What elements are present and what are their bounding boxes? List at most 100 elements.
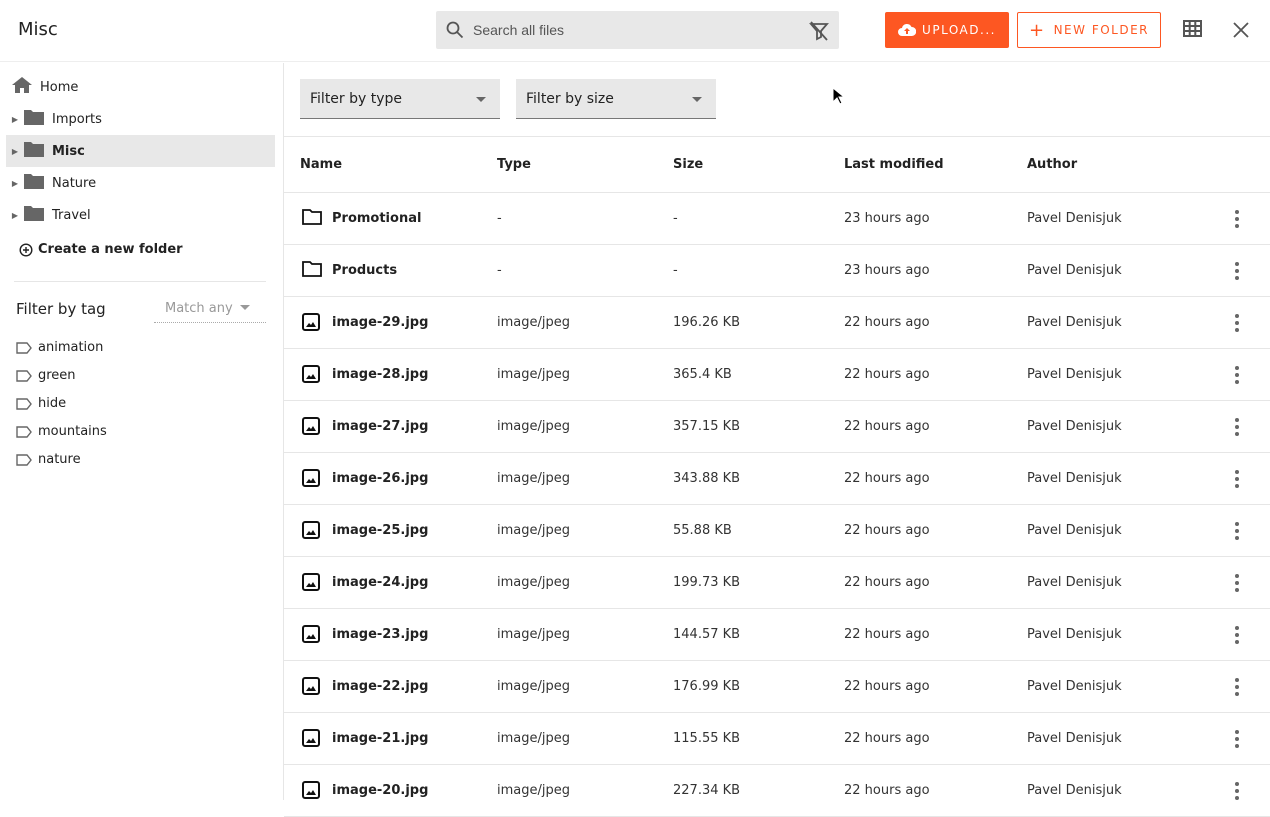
file-name[interactable]: image-20.jpg <box>332 783 429 798</box>
sidebar-item-imports[interactable]: ▶ Imports <box>6 103 275 135</box>
tag-label: green <box>38 368 76 383</box>
tag-icon <box>16 341 32 354</box>
chevron-down-icon <box>692 97 702 102</box>
file-name[interactable]: image-28.jpg <box>332 367 429 382</box>
file-type: image/jpeg <box>497 783 570 798</box>
file-author: Pavel Denisjuk <box>1027 367 1122 382</box>
more-vert-icon[interactable] <box>1233 678 1241 699</box>
sidebar-item-travel[interactable]: ▶ Travel <box>6 199 275 231</box>
file-size: 227.34 KB <box>673 783 741 798</box>
tag-item[interactable]: nature <box>16 452 81 467</box>
sidebar-item-nature[interactable]: ▶ Nature <box>6 167 275 199</box>
search-input[interactable]: Search all files <box>436 11 839 49</box>
more-vert-icon[interactable] <box>1233 470 1241 491</box>
table-row[interactable]: image-23.jpg image/jpeg 144.57 KB 22 hours … <box>284 609 1270 661</box>
more-vert-icon[interactable] <box>1233 262 1241 283</box>
file-author: Pavel Denisjuk <box>1027 783 1122 798</box>
filter-off-icon[interactable] <box>809 21 829 41</box>
more-vert-icon[interactable] <box>1233 314 1241 335</box>
new-folder-button[interactable]: + NEW FOLDER <box>1017 12 1161 48</box>
image-icon <box>302 417 320 439</box>
match-select[interactable]: Match any <box>154 299 266 323</box>
table-row[interactable]: Products - - 23 hours ago Pavel Denisjuk <box>284 245 1270 297</box>
table-header: Name Type Size Last modified Author <box>284 136 1270 193</box>
file-size: 365.4 KB <box>673 367 732 382</box>
table-row[interactable]: image-27.jpg image/jpeg 357.15 KB 22 hours … <box>284 401 1270 453</box>
file-size: 115.55 KB <box>673 731 741 746</box>
file-name[interactable]: image-29.jpg <box>332 315 429 330</box>
file-type: image/jpeg <box>497 523 570 538</box>
more-vert-icon[interactable] <box>1233 730 1241 751</box>
file-name[interactable]: image-23.jpg <box>332 627 429 642</box>
new-folder-label: NEW FOLDER <box>1053 23 1150 37</box>
filter-by-size-select[interactable]: Filter by size <box>516 79 716 119</box>
file-size: 357.15 KB <box>673 419 741 434</box>
caret-right-icon[interactable]: ▶ <box>11 210 19 220</box>
more-vert-icon[interactable] <box>1233 522 1241 543</box>
file-name[interactable]: image-26.jpg <box>332 471 429 486</box>
table-row[interactable]: image-22.jpg image/jpeg 176.99 KB 22 hours … <box>284 661 1270 713</box>
create-folder-label: Create a new folder <box>38 242 183 257</box>
file-modified: 22 hours ago <box>844 523 930 538</box>
more-vert-icon[interactable] <box>1233 574 1241 595</box>
more-vert-icon[interactable] <box>1233 366 1241 387</box>
column-type[interactable]: Type <box>497 157 531 172</box>
table-row[interactable]: image-28.jpg image/jpeg 365.4 KB 22 hours a… <box>284 349 1270 401</box>
upload-label: UPLOAD... <box>922 23 996 37</box>
create-folder-button[interactable]: Create a new folder <box>19 242 183 257</box>
more-vert-icon[interactable] <box>1233 210 1241 231</box>
table-row[interactable]: image-20.jpg image/jpeg 227.34 KB 22 hours … <box>284 765 1270 817</box>
file-name[interactable]: image-21.jpg <box>332 731 429 746</box>
sidebar-item-label: Misc <box>52 143 85 159</box>
file-name[interactable]: Promotional <box>332 211 422 226</box>
grid-view-icon[interactable] <box>1183 20 1202 38</box>
file-name[interactable]: image-25.jpg <box>332 523 429 538</box>
caret-right-icon[interactable]: ▶ <box>11 146 19 156</box>
file-modified: 22 hours ago <box>844 783 930 798</box>
more-vert-icon[interactable] <box>1233 626 1241 647</box>
more-vert-icon[interactable] <box>1233 782 1241 803</box>
table-row[interactable]: Promotional - - 23 hours ago Pavel Denisjuk <box>284 193 1270 245</box>
folder-icon <box>24 141 44 161</box>
file-name[interactable]: image-22.jpg <box>332 679 429 694</box>
sidebar-item-label: Nature <box>52 175 97 191</box>
tag-item[interactable]: mountains <box>16 424 107 439</box>
file-modified: 22 hours ago <box>844 731 930 746</box>
tag-item[interactable]: green <box>16 368 76 383</box>
file-author: Pavel Denisjuk <box>1027 731 1122 746</box>
tag-item[interactable]: hide <box>16 396 66 411</box>
file-name[interactable]: image-27.jpg <box>332 419 429 434</box>
table-row[interactable]: image-25.jpg image/jpeg 55.88 KB 22 hours a… <box>284 505 1270 557</box>
table-row[interactable]: image-29.jpg image/jpeg 196.26 KB 22 hours … <box>284 297 1270 349</box>
tag-item[interactable]: animation <box>16 340 103 355</box>
image-icon <box>302 313 320 335</box>
file-size: 199.73 KB <box>673 575 741 590</box>
page-title: Misc <box>18 19 58 40</box>
column-author[interactable]: Author <box>1027 157 1078 172</box>
file-modified: 22 hours ago <box>844 627 930 642</box>
file-type: image/jpeg <box>497 419 570 434</box>
sidebar-item-home[interactable]: Home <box>6 71 275 103</box>
file-name[interactable]: image-24.jpg <box>332 575 429 590</box>
column-name[interactable]: Name <box>300 157 343 172</box>
sidebar-item-misc[interactable]: ▶ Misc <box>6 135 275 167</box>
table-row[interactable]: image-24.jpg image/jpeg 199.73 KB 22 hours … <box>284 557 1270 609</box>
file-author: Pavel Denisjuk <box>1027 523 1122 538</box>
column-last-modified[interactable]: Last modified <box>844 157 944 172</box>
file-size: 196.26 KB <box>673 315 741 330</box>
table-row[interactable]: image-26.jpg image/jpeg 343.88 KB 22 hours … <box>284 453 1270 505</box>
caret-right-icon[interactable]: ▶ <box>11 114 19 124</box>
filter-by-type-select[interactable]: Filter by type <box>300 79 500 119</box>
more-vert-icon[interactable] <box>1233 418 1241 439</box>
add-circle-icon <box>19 242 33 257</box>
close-icon[interactable] <box>1232 21 1250 39</box>
caret-right-icon[interactable]: ▶ <box>11 178 19 188</box>
tag-icon <box>16 397 32 410</box>
file-type: - <box>497 263 502 278</box>
upload-button[interactable]: UPLOAD... <box>885 12 1009 48</box>
file-author: Pavel Denisjuk <box>1027 575 1122 590</box>
folder-icon <box>24 205 44 225</box>
table-row[interactable]: image-21.jpg image/jpeg 115.55 KB 22 hours … <box>284 713 1270 765</box>
column-size[interactable]: Size <box>673 157 704 172</box>
file-name[interactable]: Products <box>332 263 398 278</box>
